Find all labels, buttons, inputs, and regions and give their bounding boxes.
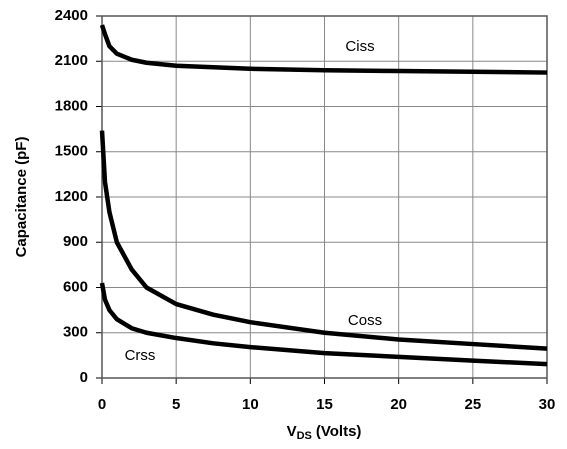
- x-tick-label: 0: [98, 396, 106, 413]
- y-tick-label: 300: [63, 324, 88, 341]
- y-tick-label: 1800: [55, 97, 88, 114]
- series-label: Ciss: [345, 38, 374, 55]
- y-tick-label: 900: [63, 233, 88, 250]
- x-tick-label: 25: [464, 396, 481, 413]
- line-series: [99, 130, 548, 351]
- y-tick-label: 1500: [55, 143, 88, 160]
- y-tick-label: 2400: [55, 7, 88, 24]
- y-axis-label: Capacitance (pF): [13, 137, 30, 258]
- x-label-sub: DS: [297, 430, 312, 442]
- x-tick-label: 5: [172, 396, 180, 413]
- y-tick-label: 0: [80, 369, 88, 386]
- y-tick-label: 1200: [55, 188, 88, 205]
- series-label: Coss: [348, 312, 382, 329]
- x-label-rest: (Volts): [316, 423, 362, 440]
- y-tick-label: 600: [63, 278, 88, 295]
- x-tick-label: 15: [316, 396, 333, 413]
- x-tick-label: 30: [539, 396, 556, 413]
- line-series: [99, 282, 548, 367]
- x-axis-label: VDS (Volts): [287, 423, 362, 442]
- plot-frame: [101, 15, 548, 379]
- x-label-main: V: [287, 423, 297, 440]
- series-label: Crss: [125, 347, 156, 364]
- x-tick-label: 20: [390, 396, 407, 413]
- line-series: [99, 24, 548, 75]
- x-tick-label: 10: [242, 396, 259, 413]
- y-tick-label: 2100: [55, 52, 88, 69]
